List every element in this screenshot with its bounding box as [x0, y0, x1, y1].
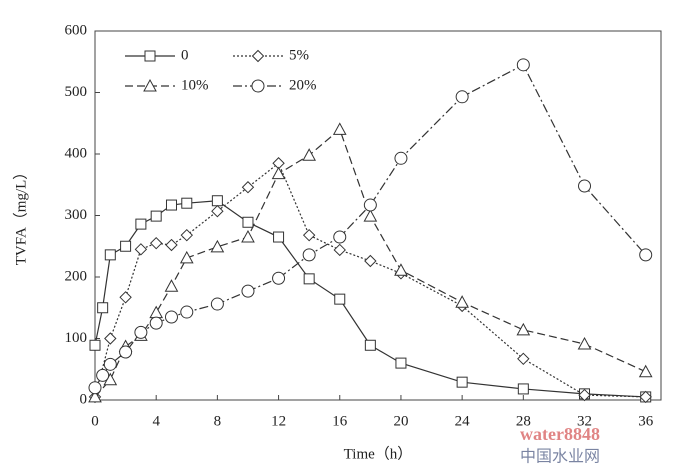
data-point	[165, 199, 177, 211]
data-point	[577, 336, 592, 350]
data-point	[210, 297, 224, 311]
data-point	[134, 243, 148, 256]
legend-label: 20%	[289, 77, 317, 93]
data-point	[150, 210, 162, 222]
data-point	[135, 218, 147, 230]
data-point	[149, 316, 163, 330]
series-line	[94, 200, 646, 398]
data-point	[164, 310, 178, 324]
data-point	[104, 332, 117, 345]
data-point	[517, 383, 529, 395]
data-point	[181, 197, 193, 209]
data-point	[578, 179, 592, 193]
data-point	[394, 263, 408, 276]
data-point	[134, 325, 148, 339]
data-point	[119, 291, 132, 304]
y-tick-label: 300	[65, 207, 88, 223]
plot-frame	[94, 30, 662, 401]
data-point	[241, 284, 255, 298]
data-point	[302, 228, 316, 242]
x-tick-label: 28	[516, 413, 531, 429]
data-point	[455, 295, 469, 308]
y-tick-label: 100	[65, 330, 88, 346]
data-point	[180, 228, 193, 242]
data-point	[363, 209, 378, 222]
legend-marker	[144, 50, 156, 62]
data-point	[104, 249, 116, 261]
legend-marker	[143, 78, 157, 92]
x-tick-label: 20	[393, 413, 408, 429]
y-tick-label: 200	[65, 268, 88, 284]
data-point	[302, 148, 317, 161]
data-point	[89, 339, 101, 351]
x-tick-label: 36	[638, 413, 654, 429]
data-point	[242, 216, 254, 228]
data-point	[180, 305, 194, 319]
legend-label: 5%	[289, 47, 309, 63]
x-tick-label: 32	[577, 413, 592, 429]
x-tick-label: 0	[91, 413, 99, 429]
data-point	[211, 195, 223, 207]
data-point	[639, 390, 652, 404]
legend-marker	[251, 49, 265, 63]
legend-marker	[251, 79, 265, 93]
data-point	[97, 302, 109, 314]
data-point	[456, 376, 468, 388]
data-point	[241, 181, 255, 194]
data-point	[302, 248, 316, 262]
watermark: 中国水业网	[520, 448, 600, 466]
y-tick-label: 0	[80, 391, 88, 407]
data-point	[517, 352, 530, 366]
data-point	[88, 389, 102, 403]
data-point	[271, 166, 286, 180]
data-point	[165, 238, 178, 252]
legend-label: 0	[181, 47, 189, 63]
data-point	[88, 381, 102, 395]
data-point	[272, 271, 286, 285]
data-point	[333, 230, 347, 244]
data-point	[210, 239, 225, 253]
data-point	[241, 229, 255, 243]
data-point	[455, 90, 469, 104]
x-tick-label: 4	[152, 413, 160, 429]
watermark: water8848	[520, 424, 600, 444]
x-tick-label: 16	[332, 413, 348, 429]
data-point	[119, 345, 133, 359]
data-point	[179, 250, 194, 264]
legend-label: 10%	[181, 77, 209, 93]
y-tick-label: 400	[65, 145, 88, 161]
data-point	[149, 305, 164, 319]
data-point	[211, 204, 224, 218]
y-axis-label: TVFA（mg/L）	[12, 165, 29, 266]
data-point	[103, 357, 117, 371]
data-point	[516, 58, 530, 72]
data-point	[303, 273, 315, 285]
data-point	[639, 248, 653, 262]
data-point	[273, 231, 285, 243]
data-point	[364, 339, 376, 351]
x-tick-label: 8	[214, 413, 222, 429]
data-point	[638, 364, 653, 378]
y-tick-label: 500	[65, 84, 88, 100]
data-point	[334, 293, 346, 305]
data-point	[395, 357, 407, 369]
series-line	[94, 162, 646, 398]
data-point	[149, 236, 163, 250]
data-point	[333, 243, 346, 257]
data-point	[364, 254, 377, 268]
x-axis-label: Time（h）	[344, 445, 413, 462]
data-point	[164, 279, 179, 292]
data-point	[516, 322, 531, 336]
data-point	[96, 368, 110, 382]
data-point	[120, 240, 132, 252]
x-tick-label: 12	[271, 413, 286, 429]
y-tick-label: 600	[65, 22, 88, 38]
data-point	[363, 198, 377, 212]
data-point	[332, 122, 347, 135]
data-point	[394, 151, 408, 165]
data-point	[578, 388, 591, 402]
x-tick-label: 24	[455, 413, 471, 429]
